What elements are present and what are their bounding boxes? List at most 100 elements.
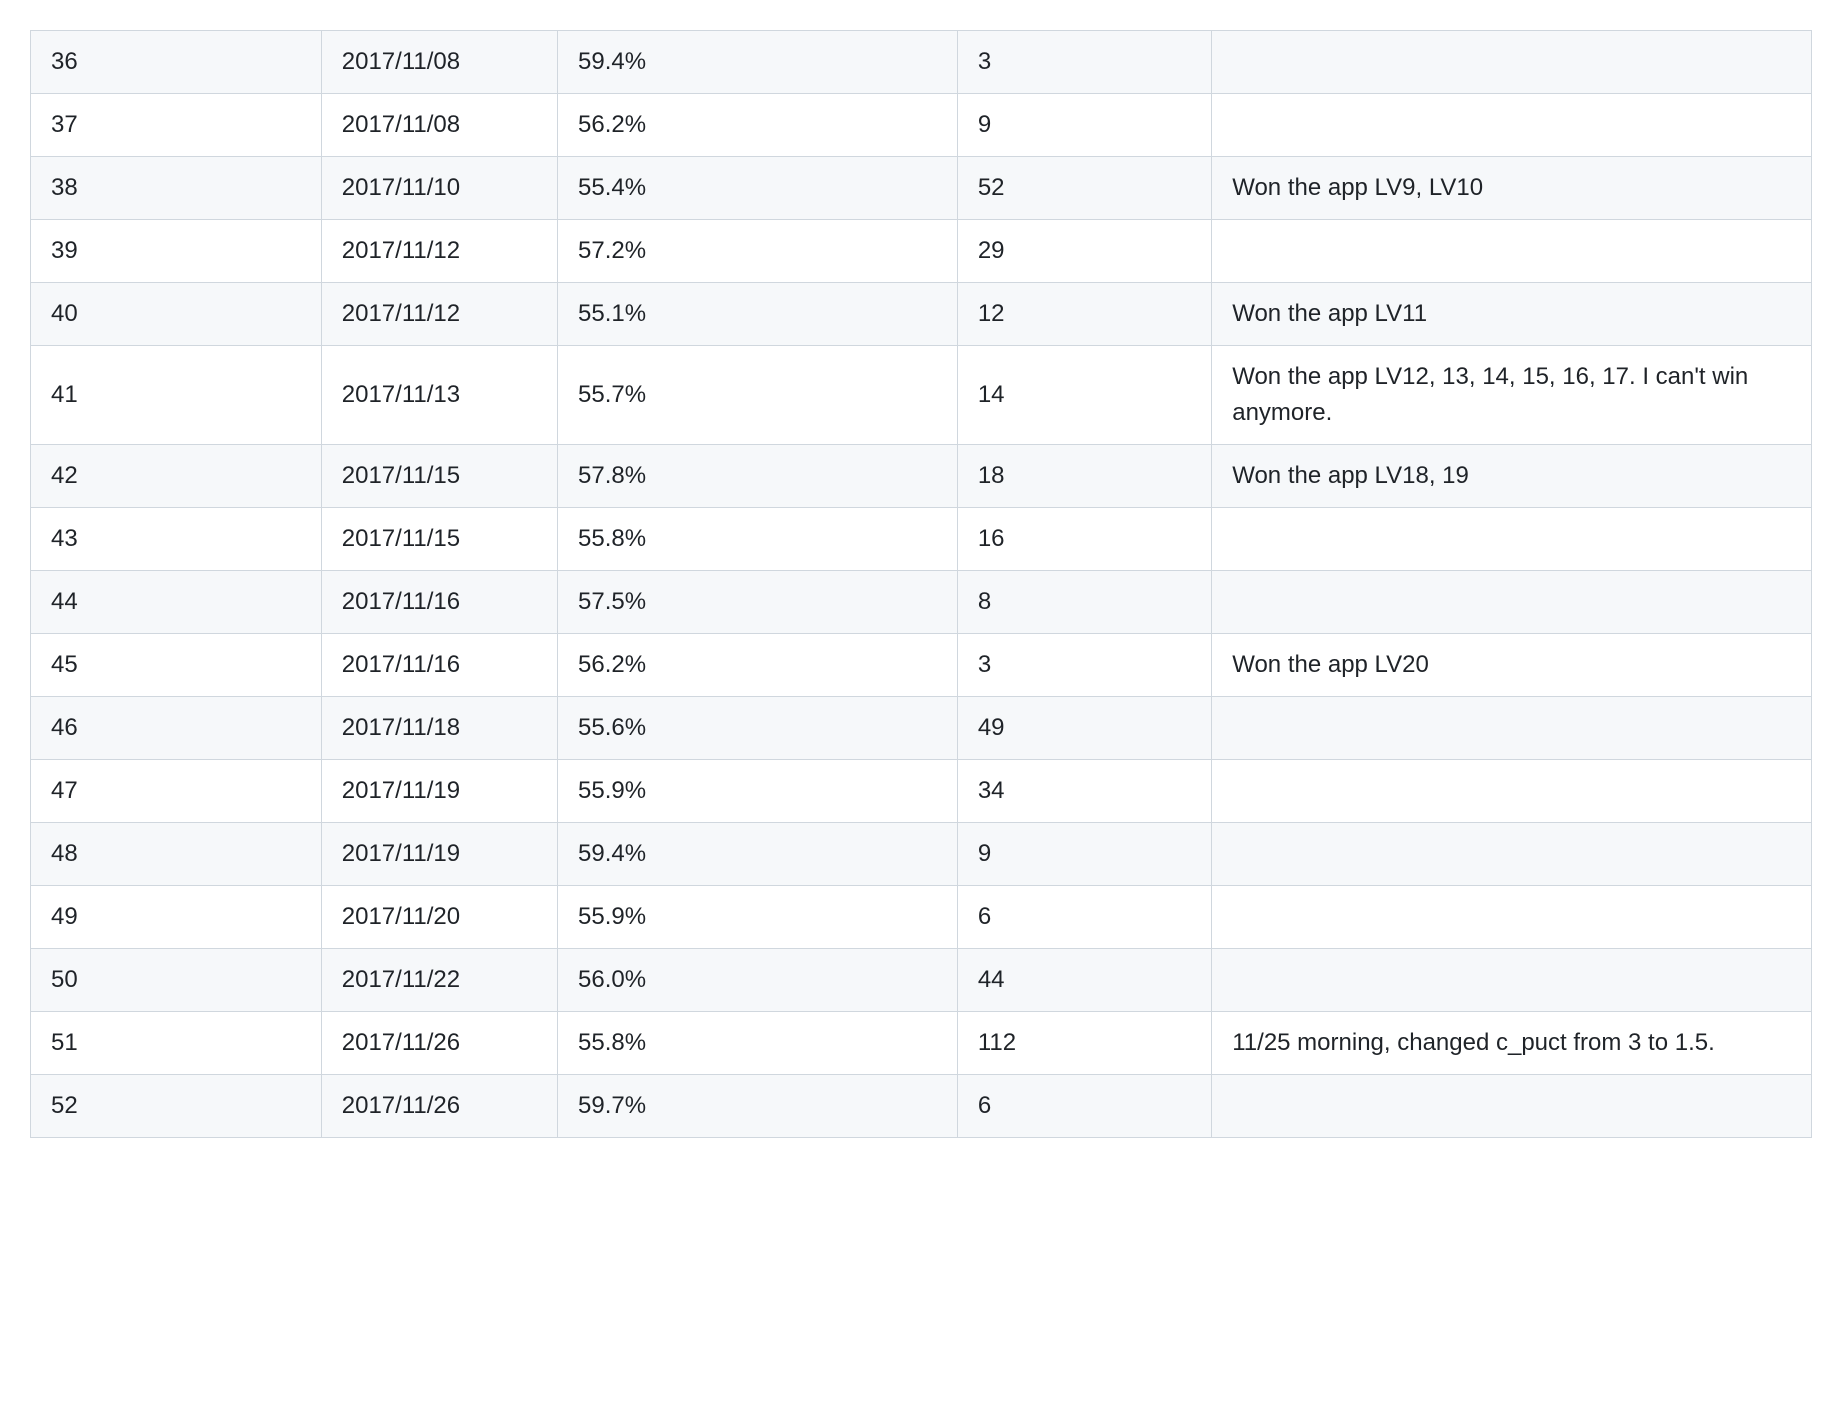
cell-count: 44 — [957, 949, 1211, 1012]
cell-date: 2017/11/26 — [321, 1012, 557, 1075]
cell-note: 11/25 morning, changed c_puct from 3 to … — [1212, 1012, 1812, 1075]
cell-date: 2017/11/19 — [321, 823, 557, 886]
cell-date: 2017/11/12 — [321, 220, 557, 283]
table-row: 392017/11/1257.2%29 — [31, 220, 1812, 283]
cell-pct: 55.4% — [558, 157, 958, 220]
cell-count: 16 — [957, 508, 1211, 571]
cell-count: 9 — [957, 94, 1211, 157]
cell-count: 52 — [957, 157, 1211, 220]
cell-count: 3 — [957, 634, 1211, 697]
cell-id: 50 — [31, 949, 322, 1012]
table-row: 492017/11/2055.9%6 — [31, 886, 1812, 949]
cell-date: 2017/11/15 — [321, 445, 557, 508]
cell-id: 36 — [31, 31, 322, 94]
results-table: 362017/11/0859.4%3372017/11/0856.2%93820… — [30, 30, 1812, 1138]
cell-note: Won the app LV12, 13, 14, 15, 16, 17. I … — [1212, 346, 1812, 445]
cell-pct: 59.7% — [558, 1075, 958, 1138]
cell-id: 52 — [31, 1075, 322, 1138]
cell-date: 2017/11/20 — [321, 886, 557, 949]
cell-id: 51 — [31, 1012, 322, 1075]
cell-pct: 55.8% — [558, 508, 958, 571]
cell-pct: 57.2% — [558, 220, 958, 283]
cell-count: 14 — [957, 346, 1211, 445]
cell-date: 2017/11/08 — [321, 94, 557, 157]
table-row: 442017/11/1657.5%8 — [31, 571, 1812, 634]
table-row: 522017/11/2659.7%6 — [31, 1075, 1812, 1138]
cell-pct: 56.2% — [558, 634, 958, 697]
cell-id: 49 — [31, 886, 322, 949]
cell-id: 37 — [31, 94, 322, 157]
cell-date: 2017/11/10 — [321, 157, 557, 220]
table-row: 372017/11/0856.2%9 — [31, 94, 1812, 157]
cell-id: 39 — [31, 220, 322, 283]
cell-date: 2017/11/12 — [321, 283, 557, 346]
cell-note — [1212, 220, 1812, 283]
table-row: 512017/11/2655.8%11211/25 morning, chang… — [31, 1012, 1812, 1075]
cell-pct: 57.8% — [558, 445, 958, 508]
cell-date: 2017/11/16 — [321, 634, 557, 697]
cell-pct: 57.5% — [558, 571, 958, 634]
cell-count: 29 — [957, 220, 1211, 283]
results-table-body: 362017/11/0859.4%3372017/11/0856.2%93820… — [31, 31, 1812, 1138]
cell-date: 2017/11/13 — [321, 346, 557, 445]
cell-count: 49 — [957, 697, 1211, 760]
cell-id: 45 — [31, 634, 322, 697]
cell-pct: 55.1% — [558, 283, 958, 346]
cell-count: 112 — [957, 1012, 1211, 1075]
cell-note — [1212, 94, 1812, 157]
table-row: 462017/11/1855.6%49 — [31, 697, 1812, 760]
cell-date: 2017/11/19 — [321, 760, 557, 823]
cell-date: 2017/11/22 — [321, 949, 557, 1012]
cell-count: 6 — [957, 886, 1211, 949]
cell-pct: 56.2% — [558, 94, 958, 157]
cell-date: 2017/11/18 — [321, 697, 557, 760]
cell-count: 18 — [957, 445, 1211, 508]
table-row: 502017/11/2256.0%44 — [31, 949, 1812, 1012]
cell-note — [1212, 823, 1812, 886]
cell-id: 41 — [31, 346, 322, 445]
cell-pct: 56.0% — [558, 949, 958, 1012]
cell-pct: 55.8% — [558, 1012, 958, 1075]
cell-pct: 59.4% — [558, 31, 958, 94]
cell-pct: 55.9% — [558, 886, 958, 949]
cell-pct: 55.9% — [558, 760, 958, 823]
cell-note — [1212, 697, 1812, 760]
cell-id: 44 — [31, 571, 322, 634]
cell-pct: 55.7% — [558, 346, 958, 445]
cell-date: 2017/11/08 — [321, 31, 557, 94]
cell-note — [1212, 571, 1812, 634]
cell-id: 43 — [31, 508, 322, 571]
cell-note — [1212, 508, 1812, 571]
cell-id: 38 — [31, 157, 322, 220]
cell-count: 34 — [957, 760, 1211, 823]
cell-pct: 55.6% — [558, 697, 958, 760]
cell-note — [1212, 760, 1812, 823]
cell-count: 8 — [957, 571, 1211, 634]
cell-note — [1212, 949, 1812, 1012]
cell-id: 47 — [31, 760, 322, 823]
cell-id: 46 — [31, 697, 322, 760]
cell-date: 2017/11/15 — [321, 508, 557, 571]
table-row: 452017/11/1656.2%3Won the app LV20 — [31, 634, 1812, 697]
table-row: 402017/11/1255.1%12Won the app LV11 — [31, 283, 1812, 346]
cell-count: 9 — [957, 823, 1211, 886]
table-row: 382017/11/1055.4%52Won the app LV9, LV10 — [31, 157, 1812, 220]
table-row: 362017/11/0859.4%3 — [31, 31, 1812, 94]
cell-count: 12 — [957, 283, 1211, 346]
cell-note — [1212, 1075, 1812, 1138]
cell-date: 2017/11/26 — [321, 1075, 557, 1138]
cell-id: 48 — [31, 823, 322, 886]
cell-count: 6 — [957, 1075, 1211, 1138]
cell-note: Won the app LV20 — [1212, 634, 1812, 697]
cell-note: Won the app LV9, LV10 — [1212, 157, 1812, 220]
cell-note: Won the app LV11 — [1212, 283, 1812, 346]
cell-id: 42 — [31, 445, 322, 508]
table-row: 482017/11/1959.4%9 — [31, 823, 1812, 886]
cell-date: 2017/11/16 — [321, 571, 557, 634]
table-row: 472017/11/1955.9%34 — [31, 760, 1812, 823]
cell-note — [1212, 886, 1812, 949]
table-row: 422017/11/1557.8%18Won the app LV18, 19 — [31, 445, 1812, 508]
cell-id: 40 — [31, 283, 322, 346]
table-row: 412017/11/1355.7%14Won the app LV12, 13,… — [31, 346, 1812, 445]
table-row: 432017/11/1555.8%16 — [31, 508, 1812, 571]
